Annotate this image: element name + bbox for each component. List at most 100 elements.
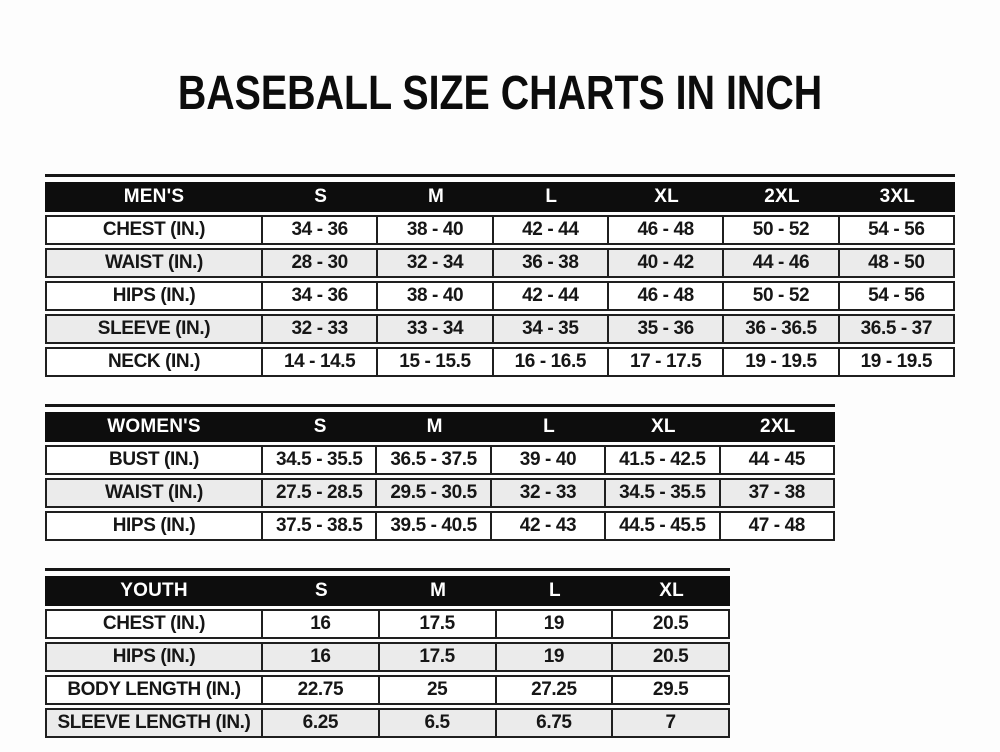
measurement-row: HIPS (IN.) 37.5 - 38.5 39.5 - 40.5 42 - 43 4… — [45, 511, 835, 541]
measurement-row: CHEST (IN.) 34 - 36 38 - 40 42 - 44 46 - 48 5… — [45, 215, 955, 245]
size-value-cell: 36.5 - 37 — [839, 314, 955, 344]
size-value-cell: 34.5 - 35.5 — [263, 445, 378, 475]
size-header-cell: 2XL — [724, 182, 840, 212]
group-header-cell: WOMEN'S — [45, 412, 263, 442]
size-value-cell: 27.5 - 28.5 — [263, 478, 378, 508]
youth-table: YOUTH S M L XL CHEST (IN.) 16 17.5 19 20.5 HIPS (I… — [45, 573, 730, 741]
size-value-cell: 17 - 17.5 — [608, 347, 725, 377]
size-value-cell: 54 - 56 — [839, 215, 955, 245]
size-value-cell: 36 - 38 — [493, 248, 609, 278]
size-value-cell: 16 — [263, 609, 380, 639]
size-value-cell: 6.25 — [263, 708, 380, 738]
size-header-cell: XL — [613, 576, 730, 606]
row-label: WAIST (IN.) — [45, 248, 263, 278]
size-value-cell: 19 — [496, 642, 614, 672]
youth-size-table-section: YOUTH S M L XL CHEST (IN.) 16 17.5 19 20.5 HIPS (I… — [45, 568, 1000, 741]
header-row: MEN'S S M L XL 2XL 3XL — [45, 182, 955, 212]
size-value-cell: 6.75 — [496, 708, 614, 738]
size-value-cell: 48 - 50 — [839, 248, 955, 278]
size-value-cell: 33 - 34 — [378, 314, 494, 344]
table-top-rule — [45, 568, 730, 571]
size-value-cell: 42 - 44 — [493, 281, 609, 311]
mens-table: MEN'S S M L XL 2XL 3XL CHEST (IN.) 34 - 36 38 - 4… — [45, 179, 955, 380]
header-row: YOUTH S M L XL — [45, 576, 730, 606]
page-title: BASEBALL SIZE CHARTS IN INCH — [177, 67, 823, 120]
measurement-row: SLEEVE LENGTH (IN.) 6.25 6.5 6.75 7 — [45, 708, 730, 738]
size-value-cell: 39.5 - 40.5 — [377, 511, 492, 541]
measurement-row: WAIST (IN.) 28 - 30 32 - 34 36 - 38 40 - 42 4… — [45, 248, 955, 278]
tables-container: MEN'S S M L XL 2XL 3XL CHEST (IN.) 34 - 36 38 - 4… — [45, 174, 1000, 741]
row-label: SLEEVE (IN.) — [45, 314, 263, 344]
table-top-rule — [45, 404, 835, 407]
size-value-cell: 44 - 46 — [724, 248, 840, 278]
size-value-cell: 20.5 — [613, 642, 730, 672]
row-label: HIPS (IN.) — [45, 281, 263, 311]
size-value-cell: 36.5 - 37.5 — [377, 445, 492, 475]
size-header-cell: L — [491, 412, 607, 442]
size-header-cell: M — [378, 182, 494, 212]
size-header-cell: L — [496, 576, 614, 606]
size-value-cell: 34 - 36 — [263, 281, 379, 311]
size-value-cell: 38 - 40 — [378, 281, 494, 311]
table-top-rule — [45, 174, 955, 177]
size-value-cell: 29.5 - 30.5 — [377, 478, 492, 508]
size-value-cell: 32 - 34 — [378, 248, 494, 278]
size-value-cell: 27.25 — [496, 675, 614, 705]
size-value-cell: 37.5 - 38.5 — [263, 511, 378, 541]
size-value-cell: 20.5 — [613, 609, 730, 639]
size-value-cell: 50 - 52 — [724, 215, 840, 245]
size-value-cell: 39 - 40 — [491, 445, 607, 475]
size-value-cell: 28 - 30 — [263, 248, 379, 278]
measurement-row: HIPS (IN.) 34 - 36 38 - 40 42 - 44 46 - 48 50… — [45, 281, 955, 311]
size-value-cell: 32 - 33 — [263, 314, 379, 344]
womens-table: WOMEN'S S M L XL 2XL BUST (IN.) 34.5 - 35.5 36.5… — [45, 409, 835, 544]
size-header-cell: S — [263, 182, 379, 212]
size-value-cell: 19 - 19.5 — [839, 347, 955, 377]
size-value-cell: 36 - 36.5 — [724, 314, 840, 344]
row-label: CHEST (IN.) — [45, 609, 263, 639]
size-value-cell: 16 — [263, 642, 380, 672]
size-value-cell: 22.75 — [263, 675, 380, 705]
size-value-cell: 19 — [496, 609, 614, 639]
size-header-cell: XL — [606, 412, 721, 442]
size-value-cell: 47 - 48 — [720, 511, 835, 541]
size-value-cell: 16 - 16.5 — [493, 347, 609, 377]
measurement-row: NECK (IN.) 14 - 14.5 15 - 15.5 16 - 16.5 17 … — [45, 347, 955, 377]
size-value-cell: 46 - 48 — [608, 281, 725, 311]
size-value-cell: 32 - 33 — [491, 478, 607, 508]
row-label: BODY LENGTH (IN.) — [45, 675, 263, 705]
womens-size-table-host: WOMEN'S S M L XL 2XL BUST (IN.) 34.5 - 35.5 36.5… — [45, 409, 1000, 544]
size-value-cell: 38 - 40 — [378, 215, 494, 245]
measurement-row: SLEEVE (IN.) 32 - 33 33 - 34 34 - 35 35 - 36… — [45, 314, 955, 344]
row-label: WAIST (IN.) — [45, 478, 263, 508]
size-value-cell: 19 - 19.5 — [724, 347, 840, 377]
measurement-row: HIPS (IN.) 16 17.5 19 20.5 — [45, 642, 730, 672]
size-value-cell: 34.5 - 35.5 — [606, 478, 721, 508]
size-header-cell: 3XL — [839, 182, 955, 212]
size-value-cell: 41.5 - 42.5 — [606, 445, 721, 475]
size-value-cell: 35 - 36 — [608, 314, 725, 344]
group-header-cell: YOUTH — [45, 576, 263, 606]
size-value-cell: 14 - 14.5 — [263, 347, 379, 377]
size-value-cell: 44.5 - 45.5 — [606, 511, 721, 541]
group-header-cell: MEN'S — [45, 182, 263, 212]
size-value-cell: 17.5 — [379, 609, 497, 639]
size-value-cell: 34 - 35 — [493, 314, 609, 344]
mens-size-table-host: MEN'S S M L XL 2XL 3XL CHEST (IN.) 34 - 36 38 - 4… — [45, 179, 1000, 380]
size-header-cell: L — [493, 182, 609, 212]
youth-size-table-host: YOUTH S M L XL CHEST (IN.) 16 17.5 19 20.5 HIPS (I… — [45, 573, 1000, 741]
size-value-cell: 54 - 56 — [839, 281, 955, 311]
size-value-cell: 29.5 — [613, 675, 730, 705]
measurement-row: BODY LENGTH (IN.) 22.75 25 27.25 29.5 — [45, 675, 730, 705]
size-value-cell: 34 - 36 — [263, 215, 379, 245]
size-header-cell: XL — [608, 182, 725, 212]
size-value-cell: 46 - 48 — [608, 215, 725, 245]
size-header-cell: 2XL — [720, 412, 835, 442]
row-label: NECK (IN.) — [45, 347, 263, 377]
row-label: HIPS (IN.) — [45, 642, 263, 672]
size-value-cell: 17.5 — [379, 642, 497, 672]
size-value-cell: 25 — [379, 675, 497, 705]
size-header-cell: S — [263, 576, 380, 606]
size-header-cell: S — [263, 412, 378, 442]
